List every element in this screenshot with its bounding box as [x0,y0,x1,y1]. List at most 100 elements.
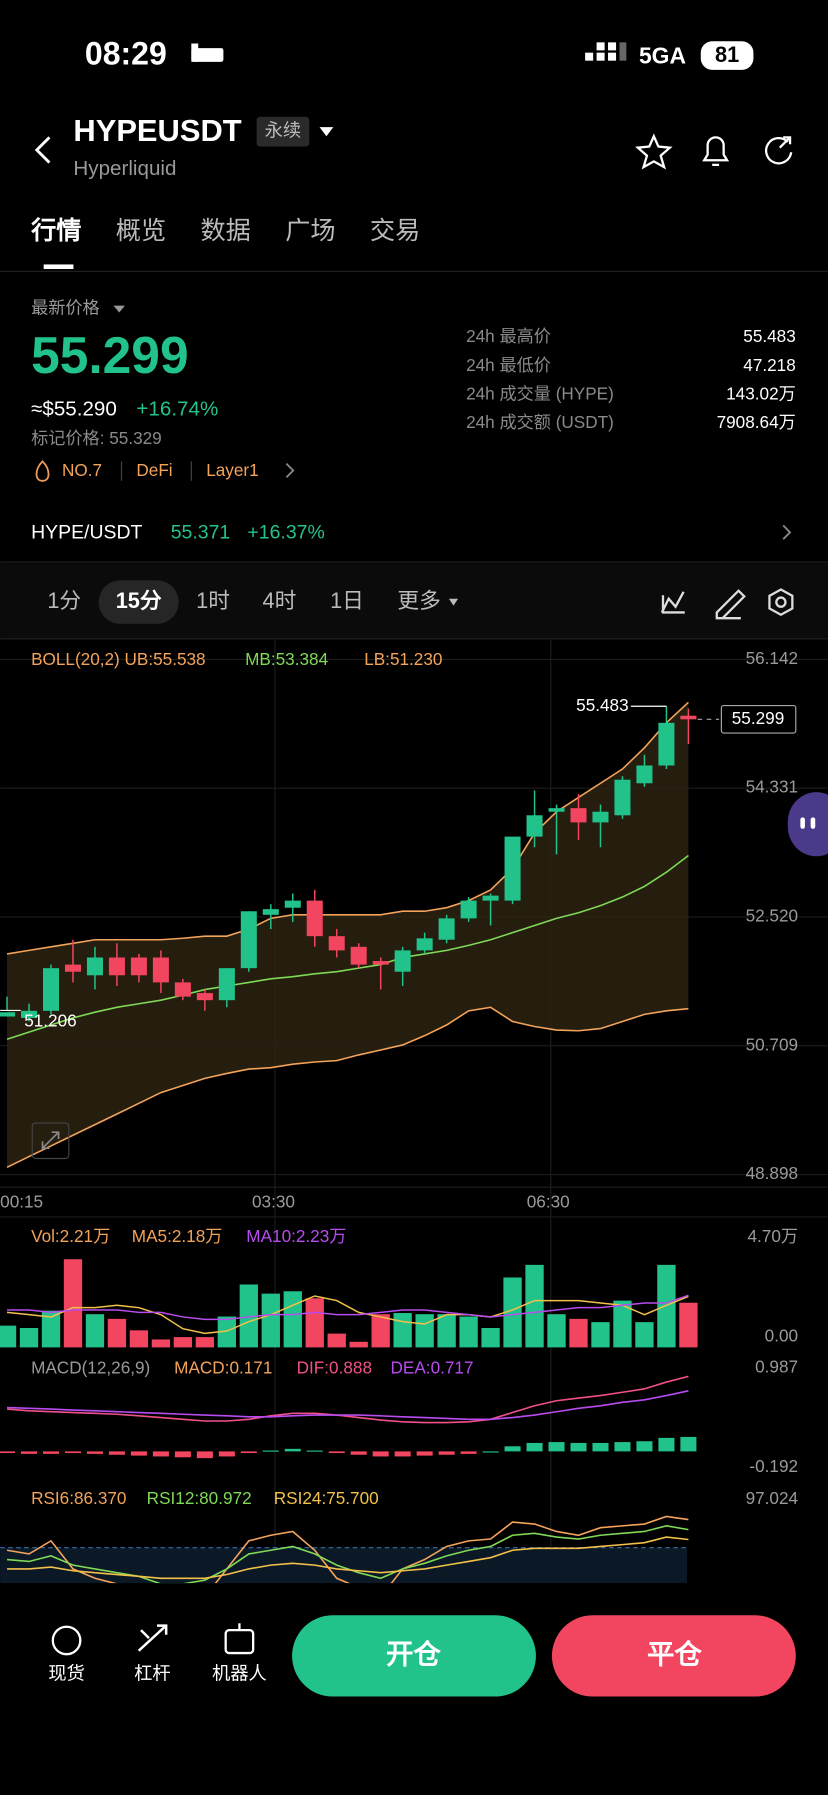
nav-label[interactable]: 杠杆 [134,1663,171,1684]
macd-legend: MACD(12,26,9) [31,1358,150,1378]
price-label: 最新价格 [31,298,100,318]
tab[interactable]: 交易 [370,217,420,245]
tag[interactable]: NO.7 [62,460,102,480]
volume-bar [569,1318,588,1348]
interval[interactable]: 15分 [116,588,162,613]
volume-legend: Vol:2.21万 [31,1226,110,1246]
back-button[interactable] [34,136,51,164]
macd-bar [416,1451,433,1456]
macd-bar [680,1436,697,1452]
open-button[interactable] [292,1615,536,1697]
spot-more[interactable] [782,524,792,540]
nav-label[interactable]: 机器人 [212,1663,267,1684]
macd-bar [196,1451,213,1459]
candle-body [636,765,653,784]
interval[interactable]: 1时 [196,588,230,613]
macd-bar [306,1450,323,1452]
floating-assistant[interactable] [787,792,828,857]
price-tag [720,705,797,734]
y-tick-label: -0.192 [749,1456,798,1476]
macd-legend: MACD:0.171 [174,1358,272,1378]
volume-bar [393,1313,412,1348]
spot-pair: HYPE/USDT [31,522,142,544]
tab[interactable]: 广场 [285,217,335,245]
indicator-button[interactable] [660,591,685,614]
nav-label[interactable]: 现货 [48,1663,85,1684]
stat-label: 24h 成交量 (HYPE) [466,383,614,403]
share-button[interactable] [764,136,793,165]
candle-body [306,900,323,937]
favorite-button[interactable] [635,133,673,170]
interval[interactable]: 1日 [330,588,364,613]
tab[interactable]: 概览 [116,217,166,245]
candle-body [218,968,235,1001]
tag-bg [256,116,310,147]
volume-bar [0,1325,17,1348]
stat-label: 24h 最高价 [466,326,551,346]
y-tick-label: 0.00 [765,1326,798,1346]
interval[interactable]: 1分 [47,588,81,613]
rsi-legend: RSI24:75.700 [274,1488,379,1508]
rsi-line [6,1515,689,1584]
volume-bar [19,1327,39,1348]
assistant-eye [800,817,805,829]
interval[interactable]: 4时 [263,588,297,613]
price-change: +16.74% [136,397,218,420]
candle-body [548,808,565,812]
stat-label: 24h 最低价 [466,355,551,375]
more-dropdown[interactable] [448,598,459,606]
candle-body [570,808,587,823]
candle-body [284,900,301,908]
candle-body [174,982,191,997]
macd-bar [372,1451,389,1457]
draw-button[interactable] [715,589,746,620]
close-label: 平仓 [647,1639,702,1670]
settings-button[interactable] [768,588,794,617]
volume-bar [217,1316,236,1348]
candle-body [240,911,257,969]
volume-bar [261,1293,280,1348]
y-tick-label: 4.70万 [748,1226,799,1246]
signal-icon [585,42,627,61]
macd-dif [6,1375,689,1424]
candle-body [64,964,81,972]
candle-body [152,957,169,983]
macd-bar [350,1451,367,1455]
assistant-eye [810,817,816,829]
candle-body [108,957,125,976]
symbol[interactable]: HYPEUSDT [73,113,241,148]
candle-body [350,946,367,965]
tags-more[interactable] [285,462,295,479]
volume-bar [85,1314,105,1348]
tab[interactable]: 数据 [201,217,251,245]
volume-bar [283,1291,302,1348]
macd-bar [394,1451,411,1457]
boll-lower [6,1006,689,1169]
candle-body [482,895,499,901]
tag[interactable]: Layer1 [206,460,258,480]
tag[interactable]: DeFi [136,460,172,480]
stat-value: 55.483 [743,326,795,346]
candle-body [460,900,477,919]
tab[interactable]: 行情 [30,217,81,245]
macd-bar [108,1451,125,1455]
boll-band [7,702,689,1168]
x-tick-label: 00:15 [0,1192,43,1212]
price-dropdown[interactable] [113,305,125,313]
contract-tag: 永续 [265,119,302,140]
symbol-dropdown[interactable] [319,127,334,137]
candle-body [0,1012,16,1017]
volume-bar [657,1264,676,1348]
close-button[interactable] [551,1615,796,1697]
macd-bar [438,1451,455,1455]
volume-bar [679,1302,698,1348]
candle-body [21,1010,38,1018]
volume-ma10 [7,1294,689,1321]
candle-body [658,722,675,766]
alert-button[interactable] [702,136,730,166]
volume-bar [437,1314,456,1348]
stat-value: 47.218 [743,355,795,375]
volume-legend: MA5:2.18万 [132,1226,223,1246]
expand-button[interactable] [31,1122,70,1160]
interval[interactable]: 更多 [397,588,441,613]
